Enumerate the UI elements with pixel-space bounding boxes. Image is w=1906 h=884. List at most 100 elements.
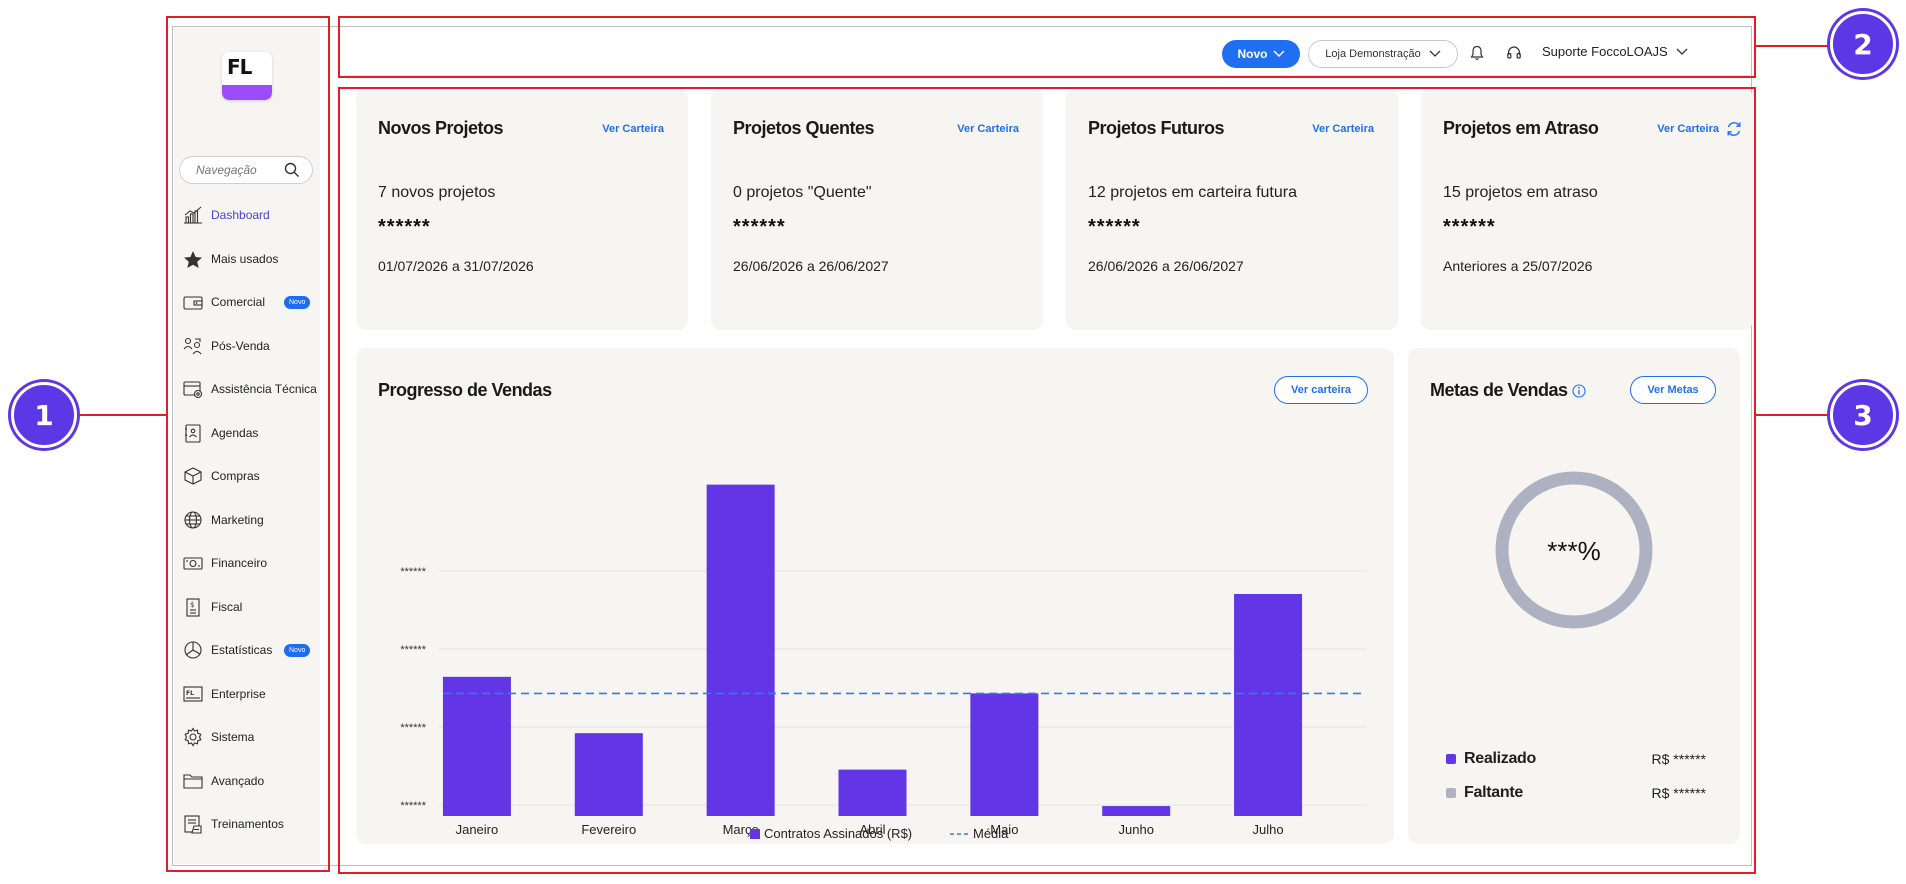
sidebar-item-label: Sistema — [211, 730, 255, 744]
kpi-card: Novos Projetos Ver Carteira 7 novos projet… — [356, 88, 688, 330]
sidebar-item-dashboard[interactable]: Dashboard — [174, 200, 320, 230]
sidebar-item-label: Avançado — [211, 773, 265, 788]
annotation-marker-3: 3 — [1830, 382, 1896, 448]
new-badge: Novo — [284, 296, 311, 309]
gear-icon — [184, 727, 202, 747]
sidebar-item-label: Mais usados — [211, 251, 279, 266]
sidebar-item-enterprise[interactable]: FL Enterprise — [174, 679, 320, 709]
sidebar-item-treinamentos[interactable]: Treinamentos — [174, 809, 320, 839]
view-portfolio-link[interactable]: Ver Carteira — [1312, 123, 1374, 135]
globe-icon — [184, 510, 202, 529]
sales-progress-title: Progresso de Vendas — [378, 380, 552, 400]
sidebar-item-label: Marketing — [211, 512, 264, 527]
x-tick-label: Maio — [990, 822, 1018, 837]
view-portfolio-button[interactable]: Ver carteira — [1274, 376, 1368, 404]
navigation-search[interactable] — [179, 156, 313, 184]
folder-icon — [183, 773, 203, 789]
kpi-date-range: 26/06/2026 a 26/06/2027 — [1088, 258, 1244, 274]
chevron-down-icon — [1676, 48, 1688, 55]
sales-progress-card: Progresso de Vendas Ver carteira ****** *… — [356, 348, 1394, 844]
bar-maio[interactable] — [970, 693, 1039, 816]
bar-abril[interactable] — [838, 769, 907, 816]
bar-marco[interactable] — [706, 484, 775, 816]
refresh-icon[interactable] — [1725, 120, 1743, 138]
info-icon[interactable] — [1572, 383, 1586, 398]
sidebar-item-agendas[interactable]: Agendas — [174, 418, 320, 448]
chevron-down-icon — [1272, 50, 1285, 58]
kpi-card: Projetos Futuros Ver Carteira 12 projetos … — [1066, 88, 1398, 330]
legend-label-average: Média — [973, 826, 1009, 841]
money-icon — [183, 557, 203, 570]
sidebar-item-comercial[interactable]: Comercial Novo — [174, 287, 320, 317]
x-tick-label: Março — [723, 822, 759, 837]
sidebar-item-marketing[interactable]: Marketing — [174, 505, 320, 535]
bar-janeiro[interactable] — [442, 676, 511, 816]
sidebar-item-label: Financeiro — [211, 556, 268, 570]
goals-legend-item: Faltante R$ ****** — [1446, 784, 1706, 802]
new-button-label: Novo — [1237, 47, 1268, 61]
sidebar-item-label: Comercial — [211, 295, 266, 309]
annotation-box-sidebar — [166, 16, 330, 872]
legend-swatch-contracts — [750, 829, 760, 839]
sidebar-item-financeiro[interactable]: Financeiro — [174, 548, 320, 578]
svg-text:$: $ — [190, 601, 194, 609]
kpi-masked-value: ****** — [1088, 216, 1141, 238]
store-select-value: Loja Demonstração — [1325, 48, 1421, 60]
y-tick-label: ****** — [400, 722, 426, 734]
annotation-box-header — [338, 16, 1756, 78]
kpi-title: Projetos Quentes — [733, 118, 875, 138]
navigation-search-input[interactable] — [196, 163, 286, 177]
svg-text:FL: FL — [186, 690, 194, 697]
bell-icon[interactable] — [1470, 45, 1484, 61]
sidebar-item-sistema[interactable]: Sistema — [174, 722, 320, 752]
sidebar-item-label: Assistência Técnica — [211, 382, 317, 396]
app-logo[interactable]: FL — [222, 52, 272, 100]
annotation-marker-2: 2 — [1830, 11, 1896, 77]
sidebar-item-label: Dashboard — [211, 208, 270, 222]
x-tick-label: Junho — [1119, 822, 1154, 837]
x-tick-label: Abril — [859, 822, 885, 837]
kpi-masked-value: ****** — [733, 216, 786, 238]
pie-icon — [184, 641, 202, 659]
sidebar-item-assistencia-tecnica[interactable]: Assistência Técnica — [174, 374, 320, 404]
sidebar-item-estatisticas[interactable]: Estatísticas Novo — [174, 635, 320, 665]
legend-value: R$ ****** — [1651, 785, 1706, 801]
sidebar-item-mais-usados[interactable]: Mais usados — [174, 244, 320, 274]
sidebar-item-compras[interactable]: Compras — [174, 461, 320, 491]
kpi-subtitle: 7 novos projetos — [378, 184, 496, 201]
bar-fevereiro[interactable] — [574, 733, 643, 816]
kpi-title: Novos Projetos — [378, 118, 504, 138]
annotation-line-1 — [80, 414, 168, 416]
sidebar-item-fiscal[interactable]: $ Fiscal — [174, 592, 320, 622]
view-portfolio-link[interactable]: Ver Carteira — [602, 123, 664, 135]
sidebar-item-pos-venda[interactable]: Pós-Venda — [174, 331, 320, 361]
bar-julho[interactable] — [1234, 593, 1303, 816]
view-portfolio-link[interactable]: Ver Carteira — [1657, 123, 1719, 135]
box-icon — [184, 467, 202, 485]
kpi-title: Projetos Futuros — [1088, 118, 1225, 138]
wallet-icon — [183, 296, 203, 310]
user-menu[interactable]: Suporte FoccoLOAJS — [1542, 44, 1688, 59]
x-tick-label: Julho — [1253, 822, 1284, 837]
kpi-masked-value: ****** — [1443, 216, 1496, 238]
sidebar-item-avancado[interactable]: Avançado — [174, 766, 320, 796]
annotation-line-3 — [1756, 414, 1828, 416]
kpi-masked-value: ****** — [378, 216, 431, 238]
donut-percent-label: ***% — [1547, 536, 1600, 566]
view-portfolio-link[interactable]: Ver Carteira — [957, 123, 1019, 135]
new-button[interactable]: Novo — [1222, 40, 1300, 68]
view-goals-button[interactable]: Ver Metas — [1630, 376, 1716, 404]
store-select[interactable]: Loja Demonstração — [1308, 40, 1458, 68]
kpi-subtitle: 15 projetos em atraso — [1443, 184, 1598, 201]
sidebar-item-label: Treinamentos — [211, 817, 284, 831]
headset-icon[interactable] — [1506, 45, 1522, 61]
x-tick-label: Janeiro — [456, 822, 499, 837]
logo-accent-bar — [222, 85, 272, 100]
kpi-subtitle: 0 projetos "Quente" — [733, 184, 872, 201]
sales-goals-title-text: Metas de Vendas — [1430, 380, 1568, 400]
search-icon[interactable] — [284, 162, 300, 178]
y-tick-label: ****** — [400, 644, 426, 656]
legend-value: R$ ****** — [1651, 751, 1706, 767]
training-icon — [184, 815, 202, 834]
bar-junho[interactable] — [1102, 806, 1171, 816]
